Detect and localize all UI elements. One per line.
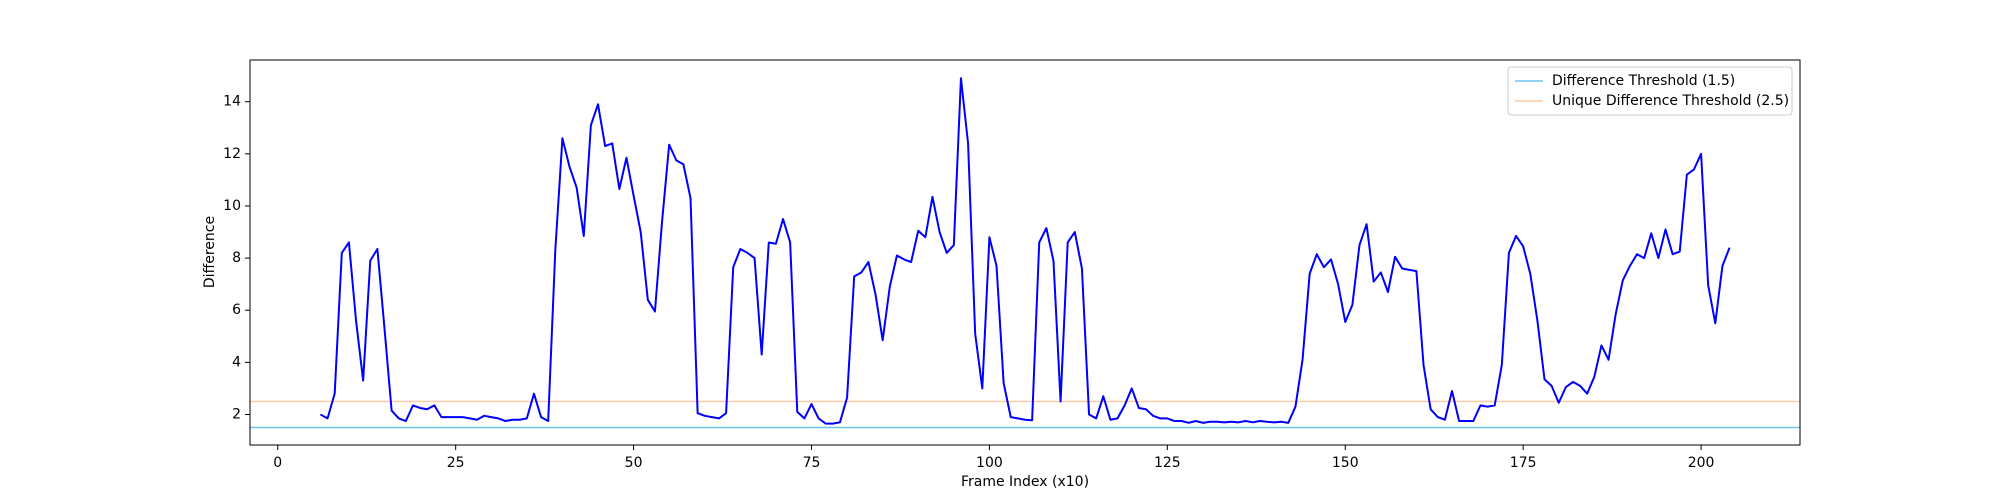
y-tick-label: 14 — [223, 94, 241, 110]
legend-box — [1507, 66, 1793, 116]
legend-label: Difference Threshold (1.5) — [1552, 73, 1735, 89]
x-axis-label: Frame Index (x10) — [961, 474, 1089, 490]
x-tick-label: 50 — [625, 455, 643, 471]
y-tick-label: 2 — [232, 407, 241, 423]
x-tick-label: 150 — [1332, 455, 1359, 471]
y-tick-label: 10 — [223, 198, 241, 214]
x-tick-label: 200 — [1688, 455, 1715, 471]
x-tick-label: 25 — [447, 455, 465, 471]
x-tick-label: 125 — [1154, 455, 1181, 471]
y-tick-label: 8 — [232, 250, 241, 266]
y-tick-label: 12 — [223, 146, 241, 162]
y-axis-label: Difference — [202, 216, 218, 288]
data-line — [319, 77, 1731, 425]
x-tick-label: 0 — [273, 455, 282, 471]
y-tick-label: 6 — [232, 302, 241, 318]
legend-label: Unique Difference Threshold (2.5) — [1552, 93, 1789, 109]
plot-frame — [249, 59, 1801, 446]
x-tick-label: 175 — [1510, 455, 1537, 471]
y-tick-label: 4 — [232, 354, 241, 370]
x-tick-label: 75 — [803, 455, 821, 471]
x-tick-label: 100 — [976, 455, 1003, 471]
